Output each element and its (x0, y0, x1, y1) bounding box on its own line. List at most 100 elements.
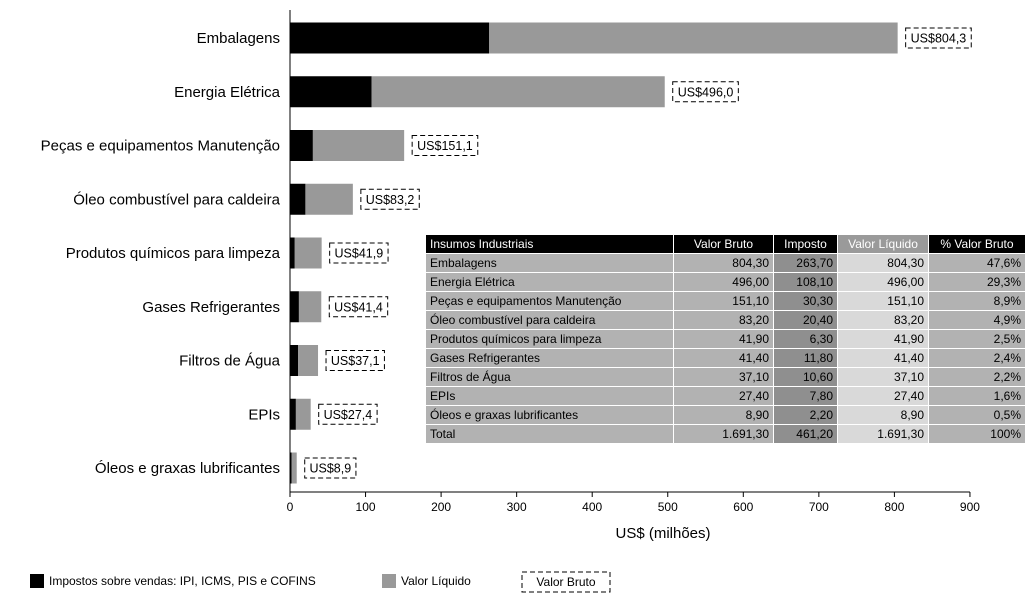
bars-layer (290, 22, 898, 484)
table-header-cell: Imposto (773, 234, 838, 254)
bar-total-label: US$83,2 (366, 193, 415, 207)
bar-total-label: US$151,1 (417, 139, 473, 153)
x-tick-label: 500 (658, 500, 678, 514)
legend: Impostos sobre vendas: IPI, ICMS, PIS e … (30, 571, 611, 593)
table-cell: EPIs (425, 386, 674, 406)
bar-segment-tax (290, 76, 372, 108)
table-cell: 1,6% (928, 386, 1026, 406)
table-cell: 2,4% (928, 348, 1026, 368)
table-cell: 100% (928, 424, 1026, 444)
table-row: Filtros de Água 37,10 10,60 37,10 2,2% (425, 367, 1026, 387)
table-cell: Produtos químicos para limpeza (425, 329, 674, 349)
table-cell: 10,60 (773, 367, 838, 387)
bar-total-label: US$37,1 (331, 354, 380, 368)
table-cell: 30,30 (773, 291, 838, 311)
table-cell: 263,70 (773, 253, 838, 273)
table-cell: 2,5% (928, 329, 1026, 349)
category-label: Óleos e graxas lubrificantes (95, 460, 280, 477)
table-cell: 37,10 (673, 367, 774, 387)
x-tick-label: 400 (582, 500, 602, 514)
table-cell: 108,10 (773, 272, 838, 292)
table-cell: Filtros de Água (425, 367, 674, 387)
bar-segment-tax (290, 237, 295, 269)
table-cell: 29,3% (928, 272, 1026, 292)
table-cell: 2,20 (773, 405, 838, 425)
table-cell: 2,2% (928, 367, 1026, 387)
labels-layer: Embalagens US$804,3 Energia Elétrica US$496… (41, 27, 972, 479)
table-cell: 83,20 (837, 310, 929, 330)
table-cell: Energia Elétrica (425, 272, 674, 292)
table-cell: Total (425, 424, 674, 444)
bar-total-box (905, 27, 972, 49)
table-cell: 8,90 (837, 405, 929, 425)
table-row: Gases Refrigerantes 41,40 11,80 41,40 2,4% (425, 348, 1026, 368)
bar-segment-tax (290, 452, 292, 484)
table-cell: 1.691,30 (837, 424, 929, 444)
bar-segment-net (298, 291, 322, 323)
table-cell: 41,40 (837, 348, 929, 368)
table-cell: 804,30 (837, 253, 929, 273)
legend-label-tax: Impostos sobre vendas: IPI, ICMS, PIS e … (49, 574, 316, 588)
bar-segment-tax (290, 345, 299, 376)
table-cell: 1.691,30 (673, 424, 774, 444)
bar-total-box (318, 403, 378, 425)
table-row: Produtos químicos para limpeza 41,90 6,30 4… (425, 329, 1026, 349)
table-cell: 461,20 (773, 424, 838, 444)
data-table: Insumos Industriais Valor Bruto Imposto Val… (425, 234, 1026, 444)
x-axis: 0 100 200 300 400 500 600 700 800 900 (287, 10, 980, 514)
bar-total-box (411, 135, 479, 156)
table-header-cell: Valor Bruto (673, 234, 774, 254)
category-label: Óleo combustível para caldeira (73, 191, 280, 208)
bar-segment-net (294, 237, 322, 269)
table-cell: 8,90 (673, 405, 774, 425)
bar-total-box (328, 296, 389, 318)
category-label: Gases Refrigerantes (142, 299, 280, 316)
bar-total-label: US$496,0 (678, 85, 734, 99)
bar-total-label: US$8,9 (309, 462, 351, 476)
bar-total-box (325, 350, 385, 371)
category-label: EPIs (248, 406, 280, 423)
legend-swatch-net (382, 574, 396, 588)
table-cell: 8,9% (928, 291, 1026, 311)
table-cell: 496,00 (837, 272, 929, 292)
table-cell: 83,20 (673, 310, 774, 330)
bar-segment-tax (290, 183, 306, 215)
bar-total-box (672, 81, 739, 103)
category-label: Filtros de Água (179, 353, 281, 370)
table-header-row: Insumos Industriais Valor Bruto Imposto Val… (425, 234, 1026, 254)
table-row: Embalagens 804,30 263,70 804,30 47,6% (425, 253, 1026, 273)
table-cell: 11,80 (773, 348, 838, 368)
x-axis-title: US$ (milhões) (615, 525, 710, 542)
table-cell: 20,40 (773, 310, 838, 330)
table-row: Peças e equipamentos Manutenção 151,10 30,… (425, 291, 1026, 311)
legend-label-net: Valor Líquido (401, 574, 471, 588)
bar-segment-tax (290, 130, 313, 161)
table-cell: 6,30 (773, 329, 838, 349)
bar-segment-tax (290, 398, 296, 430)
table-cell: 37,10 (837, 367, 929, 387)
x-tick-label: 900 (960, 500, 980, 514)
legend-box-gross (521, 571, 611, 593)
bar-total-box (304, 457, 357, 479)
table-cell: 41,90 (673, 329, 774, 349)
bar-segment-tax (290, 291, 299, 323)
table-row: Total 1.691,30 461,20 1.691,30 100% (425, 424, 1026, 444)
table-cell: 151,10 (837, 291, 929, 311)
table-body: Embalagens 804,30 263,70 804,30 47,6% Energia… (425, 253, 1026, 444)
table-row: Óleos e graxas lubrificantes 8,90 2,20 8,90… (425, 405, 1026, 425)
x-tick-label: 0 (287, 500, 294, 514)
legend-label-gross: Valor Bruto (536, 575, 595, 589)
category-label: Produtos químicos para limpeza (66, 245, 281, 262)
table-cell: Peças e equipamentos Manutenção (425, 291, 674, 311)
bar-total-label: US$41,4 (334, 300, 383, 314)
bar-total-label: US$804,3 (911, 32, 967, 46)
table-cell: 4,9% (928, 310, 1026, 330)
bar-segment-net (312, 130, 405, 161)
table-row: Energia Elétrica 496,00 108,10 496,00 29,3% (425, 272, 1026, 292)
table-cell: Gases Refrigerantes (425, 348, 674, 368)
table-cell: 41,90 (837, 329, 929, 349)
category-label: Peças e equipamentos Manutenção (41, 138, 280, 155)
bar-segment-net (371, 76, 665, 108)
x-tick-label: 700 (809, 500, 829, 514)
